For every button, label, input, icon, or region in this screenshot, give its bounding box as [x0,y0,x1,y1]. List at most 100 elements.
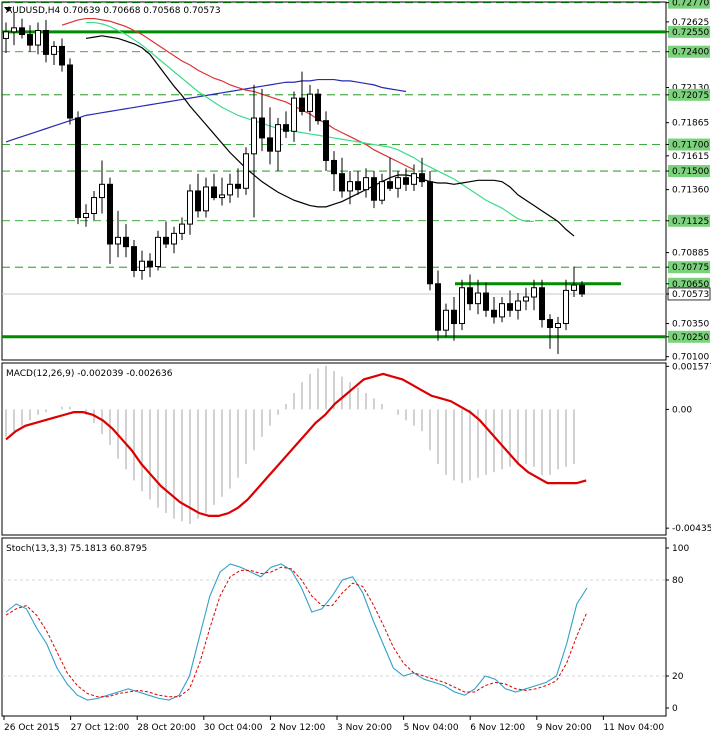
price-tag-bg [668,45,710,58]
candle [291,91,297,142]
candle [155,230,161,271]
price-tick-label: 0.71360 [672,186,709,196]
time-axis: 26 Oct 2015 27 Oct 12:00 28 Oct 20:00 30 Oc… [3,716,664,733]
candle [443,303,449,337]
candle [307,84,313,132]
stoch-lines [2,563,666,701]
macd-tick-label: -0.00435 [672,524,711,534]
candle [491,297,497,324]
time-tick-label: 6 Nov 12:00 [470,723,525,733]
time-tick-label: 3 Nov 20:00 [337,723,392,733]
candle [3,22,9,54]
time-tick-label: 11 Nov 04:00 [603,723,664,733]
candle [211,173,217,201]
price-tag-bg [668,261,710,274]
macd-tick-label: 0.00 [672,405,692,415]
candle [347,171,353,205]
time-tick-label: 5 Nov 04:00 [404,723,459,733]
candle [411,164,417,191]
stoch-tick-label: 100 [672,544,689,554]
price-tick-label: 0.70885 [672,249,709,259]
price-tick-label: 0.72075 [672,91,709,101]
candle [67,58,73,125]
stoch-panel-frame [1,537,667,717]
candle [59,38,65,72]
candle [99,160,105,214]
time-tick-label: 28 Oct 20:00 [137,723,196,733]
ma-slow-line [61,17,415,171]
candles [3,11,585,355]
candle [339,157,345,198]
price-tick-label: 0.72770 [672,0,709,9]
stoch-tick-label: 20 [672,672,684,682]
candle [131,240,137,278]
price-tick-label: 0.71500 [672,167,709,177]
price-tick-label: 0.70350 [672,320,709,330]
stoch-tick-label: 80 [672,576,684,586]
candle [387,157,393,191]
candle [435,270,441,341]
candle [539,279,545,328]
price-tag-bg [668,277,710,290]
price-tick-label: 0.71125 [672,217,709,227]
candle [171,226,177,254]
candle [379,173,385,205]
candle [563,279,569,331]
candle [427,171,433,291]
price-tick-label: 0.71615 [672,152,709,162]
candle [371,171,377,209]
candle [187,184,193,235]
candle [19,18,25,39]
candle [179,217,185,241]
candle [203,177,209,218]
symbol-header: AUDUSD,H4 0.70639 0.70668 0.70568 0.7057… [6,6,221,16]
ma-fast-line [85,35,575,237]
candle [363,168,369,198]
price-tag-bg [668,25,710,38]
price-tick-label: 0.70250 [672,333,709,343]
candle [195,173,201,218]
candle [219,177,225,206]
stoch-axis: 100 80 20 0 [666,544,689,714]
candle [403,168,409,191]
macd-tick-label: 0.001577 [672,362,711,372]
candle [83,204,89,227]
candle [531,279,537,311]
stoch-header: Stoch(13,3,3) 75.1813 60.8795 [6,544,147,554]
candle [507,290,513,317]
candle [43,19,49,63]
candle [243,147,249,195]
candle [235,168,241,198]
stoch-signal-line [5,566,588,698]
candle [123,224,129,258]
candle [475,279,481,315]
candle [315,88,321,125]
collapse-triangle-icon[interactable] [4,7,12,12]
macd-axis: 0.001577 0.00 -0.00435 [666,362,711,534]
price-tag-bg [668,330,710,343]
candle [467,274,473,311]
time-tick-label: 27 Oct 12:00 [71,723,130,733]
price-tick-label: 0.70100 [672,353,709,363]
price-tag-bg [668,165,710,178]
macd-signal-line [5,372,587,517]
price-tick-label: 0.71700 [672,141,709,151]
time-tick-label: 30 Oct 04:00 [204,723,263,733]
candle [459,279,465,331]
candle [299,71,305,116]
candle [107,177,113,264]
candle [283,111,289,138]
candle [555,316,561,355]
macd-header: MACD(12,26,9) -0.002039 -0.002636 [6,369,173,379]
candle [51,41,57,65]
candle [275,118,281,172]
candle [251,84,257,218]
candle [147,253,153,278]
price-tick-label: 0.71865 [672,119,709,129]
price-levels [2,2,666,339]
stoch-main-line [5,563,588,701]
candle [35,22,41,55]
candle [523,287,529,311]
price-tick-label: 0.70775 [672,263,709,273]
moving-averages [5,17,575,237]
